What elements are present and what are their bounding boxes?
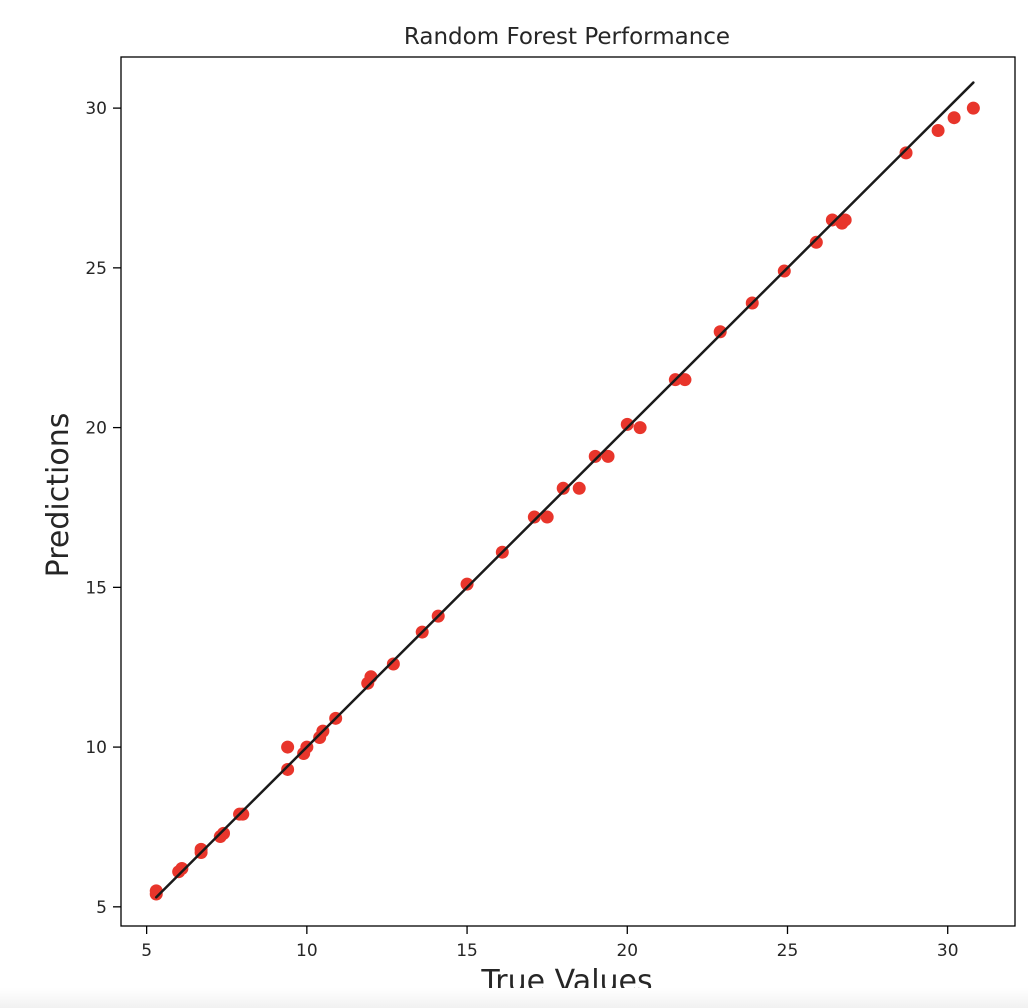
x-tick-label: 10 xyxy=(296,941,318,961)
identity-reference-line xyxy=(154,81,975,899)
y-axis-ticks: 5 10 15 20 25 30 xyxy=(85,99,121,918)
y-tick-label: 5 xyxy=(96,898,107,918)
data-point xyxy=(236,807,250,821)
data-point xyxy=(966,101,980,115)
data-point xyxy=(149,887,163,901)
data-point xyxy=(588,449,602,463)
y-tick-label: 30 xyxy=(85,99,107,119)
data-point xyxy=(620,417,634,431)
data-point xyxy=(281,740,295,754)
window-bottom-edge xyxy=(0,988,1028,1008)
data-point xyxy=(809,235,823,249)
x-tick-label: 5 xyxy=(141,941,152,961)
y-axis-label: Predictions xyxy=(41,413,76,578)
data-point xyxy=(281,762,295,776)
y-tick-label: 15 xyxy=(85,578,107,598)
chart-title: Random Forest Performance xyxy=(404,24,730,50)
data-point xyxy=(540,510,554,524)
data-point xyxy=(527,510,541,524)
data-point xyxy=(838,213,852,227)
data-point xyxy=(556,481,570,495)
data-point xyxy=(364,670,378,684)
data-point xyxy=(601,449,615,463)
data-point xyxy=(713,325,727,339)
plot-area xyxy=(120,56,1016,927)
y-tick-label: 25 xyxy=(85,259,107,279)
data-point xyxy=(175,861,189,875)
data-point xyxy=(572,481,586,495)
x-axis-ticks: 5 10 15 20 25 30 xyxy=(141,926,959,961)
data-point xyxy=(947,111,961,125)
x-tick-label: 25 xyxy=(777,941,799,961)
data-point xyxy=(633,421,647,435)
data-point xyxy=(386,657,400,671)
x-tick-label: 20 xyxy=(616,941,638,961)
data-point xyxy=(931,123,945,137)
data-point xyxy=(217,826,231,840)
data-point xyxy=(678,373,692,387)
y-tick-label: 20 xyxy=(85,419,107,439)
data-point xyxy=(460,577,474,591)
data-point xyxy=(899,146,913,160)
y-tick-label: 10 xyxy=(85,738,107,758)
x-tick-label: 15 xyxy=(456,941,478,961)
x-tick-label: 30 xyxy=(937,941,959,961)
